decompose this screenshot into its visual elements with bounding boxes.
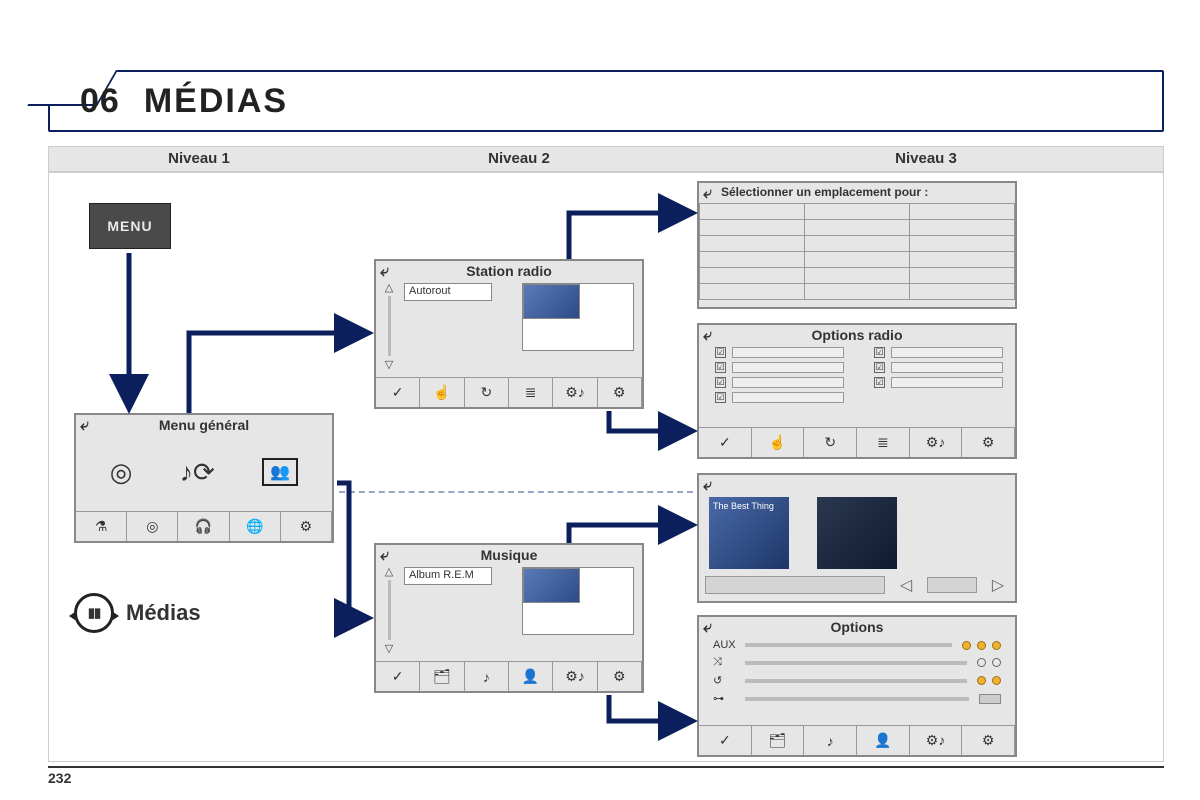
album-cover-2[interactable] [817,497,897,569]
panel-album-browser[interactable]: ⤶ The Best Thing ◁ ▷ [697,473,1017,603]
gear-note-icon[interactable]: ⚙♪ [553,377,597,407]
back-icon[interactable]: ⤶ [703,477,721,491]
note-icon[interactable]: ♪ [804,725,857,755]
medias-round-icon: ▮▮ [74,593,114,633]
list-icon[interactable]: ≣ [857,427,910,457]
touch-icon[interactable]: ☝ [420,377,464,407]
gear-icon[interactable]: ⚙ [962,725,1015,755]
gear-icon[interactable]: ⚙ [962,427,1015,457]
list-icon[interactable]: ≣ [509,377,553,407]
check-icon[interactable]: ✓ [376,377,420,407]
radio-icon[interactable]: ◎ [110,457,133,488]
level-3-label: Niveau 3 [689,147,1163,171]
prev-icon[interactable]: ◁ [895,575,917,595]
repeat-icon: ↺ [713,674,735,687]
folder-icon[interactable]: 🗂 [420,661,464,691]
level-1-label: Niveau 1 [49,147,349,171]
panel-menu-general[interactable]: ⤶ Menu général ◎ ♪⟳ 👥 ⚗ ◎ 🎧 🌐 ⚙ [74,413,334,543]
panel-title-options: Options [699,619,1015,635]
station-entry[interactable]: Autorout [404,283,492,301]
panel-station-radio[interactable]: ⤶ Station radio △▽ Autorout ✓ ☝ ↻ ≣ ⚙♪ ⚙ [374,259,644,409]
panel-options[interactable]: ⤶ Options AUX ⤨ ↺ ⊶ ✓ 🗂 ♪ 👤 ⚙♪ ⚙ [697,615,1017,757]
shuffle-icon: ⤨ [713,656,735,669]
level-2-label: Niveau 2 [349,147,689,171]
check-icon[interactable]: ✓ [699,725,752,755]
globe-icon[interactable]: 🌐 [230,511,281,541]
album-cover-1[interactable]: The Best Thing [709,497,789,569]
levels-header: Niveau 1 Niveau 2 Niveau 3 [48,146,1164,172]
contacts-icon[interactable]: 👥 [262,458,298,486]
menu-button[interactable]: MENU [89,203,171,249]
target-icon[interactable]: ◎ [127,511,178,541]
gear-note-icon[interactable]: ⚙♪ [910,725,963,755]
panel-title-musique: Musique [376,547,642,563]
musique-preview [522,567,634,635]
check-icon[interactable]: ✓ [699,427,752,457]
header-bar: 06 MÉDIAS [48,70,1164,132]
medias-label-row: ▮▮ Médias [74,593,201,633]
panel-title-select: Sélectionner un emplacement pour : [721,185,1015,199]
touch-icon[interactable]: ☝ [752,427,805,457]
gear-icon[interactable]: ⚙ [598,661,642,691]
bt-icon[interactable]: ⚗ [76,511,127,541]
page-number: 232 [48,766,1164,786]
plug-icon: ⊶ [713,692,735,705]
page-title: MÉDIAS [144,82,288,121]
media-note-icon[interactable]: ♪⟳ [180,457,215,488]
medias-text: Médias [126,600,201,626]
note-icon[interactable]: ♪ [465,661,509,691]
gear-note-icon[interactable]: ⚙♪ [910,427,963,457]
folder-icon[interactable]: 🗂 [752,725,805,755]
panel-select-location[interactable]: ⤶ Sélectionner un emplacement pour : [697,181,1017,309]
next-icon[interactable]: ▷ [987,575,1009,595]
musique-entry[interactable]: Album R.E.M [404,567,492,585]
gear-icon[interactable]: ⚙ [598,377,642,407]
gear-icon[interactable]: ⚙ [281,511,332,541]
back-icon[interactable]: ⤶ [703,185,721,199]
panel-options-radio[interactable]: ⤶ Options radio ☑ ☑ ☑ ☑ ☑ ☑ ☑ ✓ ☝ ↻ ≣ ⚙♪… [697,323,1017,459]
panel-title-options-radio: Options radio [699,327,1015,343]
headphones-icon[interactable]: 🎧 [178,511,229,541]
workspace: MENU ⤶ Menu général ◎ ♪⟳ 👥 ⚗ ◎ 🎧 🌐 ⚙ ⤶ S… [48,172,1164,762]
person-note-icon[interactable]: 👤 [857,725,910,755]
refresh-icon[interactable]: ↻ [804,427,857,457]
panel-title-general: Menu général [76,417,332,433]
panel-musique[interactable]: ⤶ Musique △▽ Album R.E.M ✓ 🗂 ♪ 👤 ⚙♪ ⚙ [374,543,644,693]
refresh-icon[interactable]: ↻ [465,377,509,407]
station-preview [522,283,634,351]
gear-note-icon[interactable]: ⚙♪ [553,661,597,691]
progress-slot [705,576,885,594]
person-note-icon[interactable]: 👤 [509,661,553,691]
check-icon[interactable]: ✓ [376,661,420,691]
section-number: 06 [80,82,120,121]
location-table[interactable] [699,203,1015,300]
dashed-divider [339,491,693,493]
panel-title-station: Station radio [376,263,642,279]
aux-icon: AUX [713,639,735,651]
